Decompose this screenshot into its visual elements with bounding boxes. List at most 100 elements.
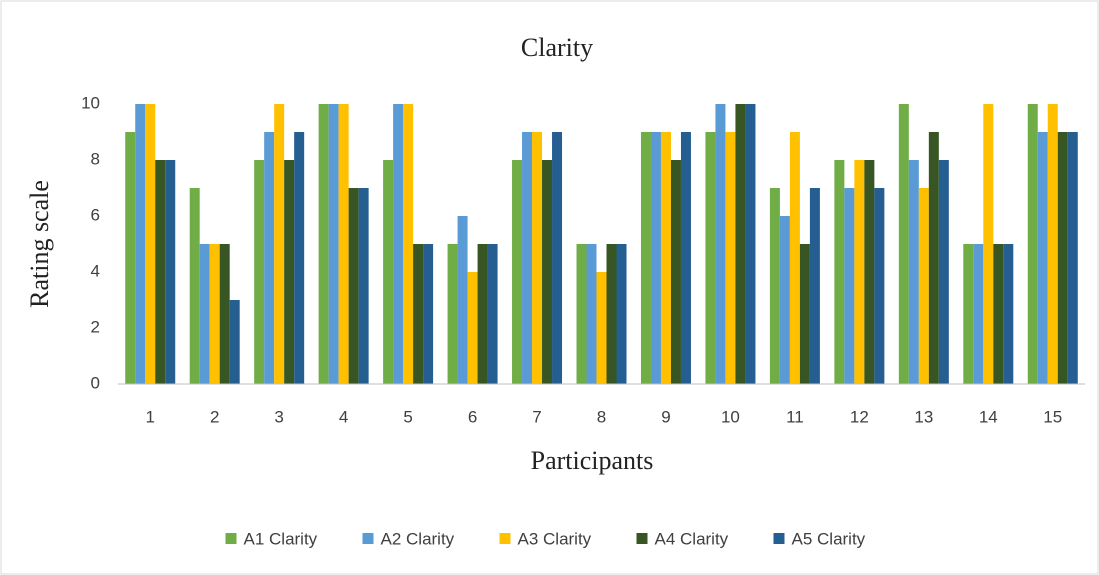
y-tick-label: 10 [81,93,100,112]
chart-title: Clarity [521,33,593,62]
legend-label: A5 Clarity [792,529,866,548]
x-tick-label: 6 [468,407,477,426]
bar [423,244,434,384]
bar [403,104,414,384]
bar [467,272,478,384]
legend-label: A1 Clarity [244,529,318,548]
x-tick-label: 15 [1043,407,1062,426]
bar [383,160,394,384]
bar [844,188,855,384]
legend-label: A2 Clarity [381,529,455,548]
bar [1047,104,1058,384]
bar [487,244,498,384]
bar [973,244,984,384]
bar [606,244,617,384]
bar [789,132,800,384]
bar [983,104,994,384]
x-tick-label: 12 [850,407,869,426]
bar [532,132,543,384]
bar [358,188,369,384]
y-tick-label: 4 [91,261,100,280]
bar [715,104,726,384]
bar [1037,132,1048,384]
bar [264,132,275,384]
bar [155,160,166,384]
y-tick-label: 0 [91,373,100,392]
bar [928,132,939,384]
bar [413,244,424,384]
legend-swatch [499,533,511,544]
bar [294,132,305,384]
bar [705,132,716,384]
bar [938,160,949,384]
bar [745,104,756,384]
bar [199,244,210,384]
bar [834,160,845,384]
x-tick-label: 14 [979,407,998,426]
bar [219,244,230,384]
bar [596,272,607,384]
bar [522,132,533,384]
bar [650,132,661,384]
y-tick-label: 2 [91,317,100,336]
bar [542,160,553,384]
x-tick-label: 3 [274,407,283,426]
x-tick-label: 11 [786,407,804,426]
x-tick-label: 9 [661,407,670,426]
bar [874,188,885,384]
legend-label: A3 Clarity [518,529,592,548]
bar [135,104,146,384]
bar [586,244,597,384]
bar [457,216,468,384]
bar [125,132,136,384]
bar [680,132,691,384]
bar [616,244,627,384]
bar [735,104,746,384]
bar [145,104,156,384]
bar [284,160,295,384]
bar [393,104,404,384]
bar [189,188,200,384]
bar [799,244,810,384]
bar [1057,132,1068,384]
bar [165,160,176,384]
legend-swatch [362,533,374,544]
bar [640,132,651,384]
x-axis-label: Participants [531,446,654,475]
bar [477,244,488,384]
bar [918,188,929,384]
y-tick-label: 6 [91,205,100,224]
bar [348,188,359,384]
bar [318,104,329,384]
bar [552,132,563,384]
bar [512,160,523,384]
bar [993,244,1004,384]
bar [864,160,875,384]
bar [1003,244,1014,384]
bar [209,244,220,384]
legend-swatch [773,533,785,544]
y-axis-label: Rating scale [25,180,54,308]
y-tick-label: 8 [91,149,100,168]
x-tick-label: 8 [597,407,606,426]
bar [854,160,865,384]
bar [1027,104,1038,384]
bar [779,216,790,384]
legend-swatch [636,533,648,544]
bar [963,244,974,384]
bar [338,104,349,384]
bar [447,244,458,384]
legend-swatch [225,533,237,544]
x-tick-label: 5 [403,407,412,426]
bar [769,188,780,384]
bar [809,188,820,384]
bar [328,104,339,384]
x-tick-label: 2 [210,407,219,426]
bar [229,300,240,384]
x-tick-label: 13 [914,407,933,426]
bar [576,244,587,384]
bar [908,160,919,384]
x-tick-label: 1 [145,407,154,426]
bar [898,104,909,384]
